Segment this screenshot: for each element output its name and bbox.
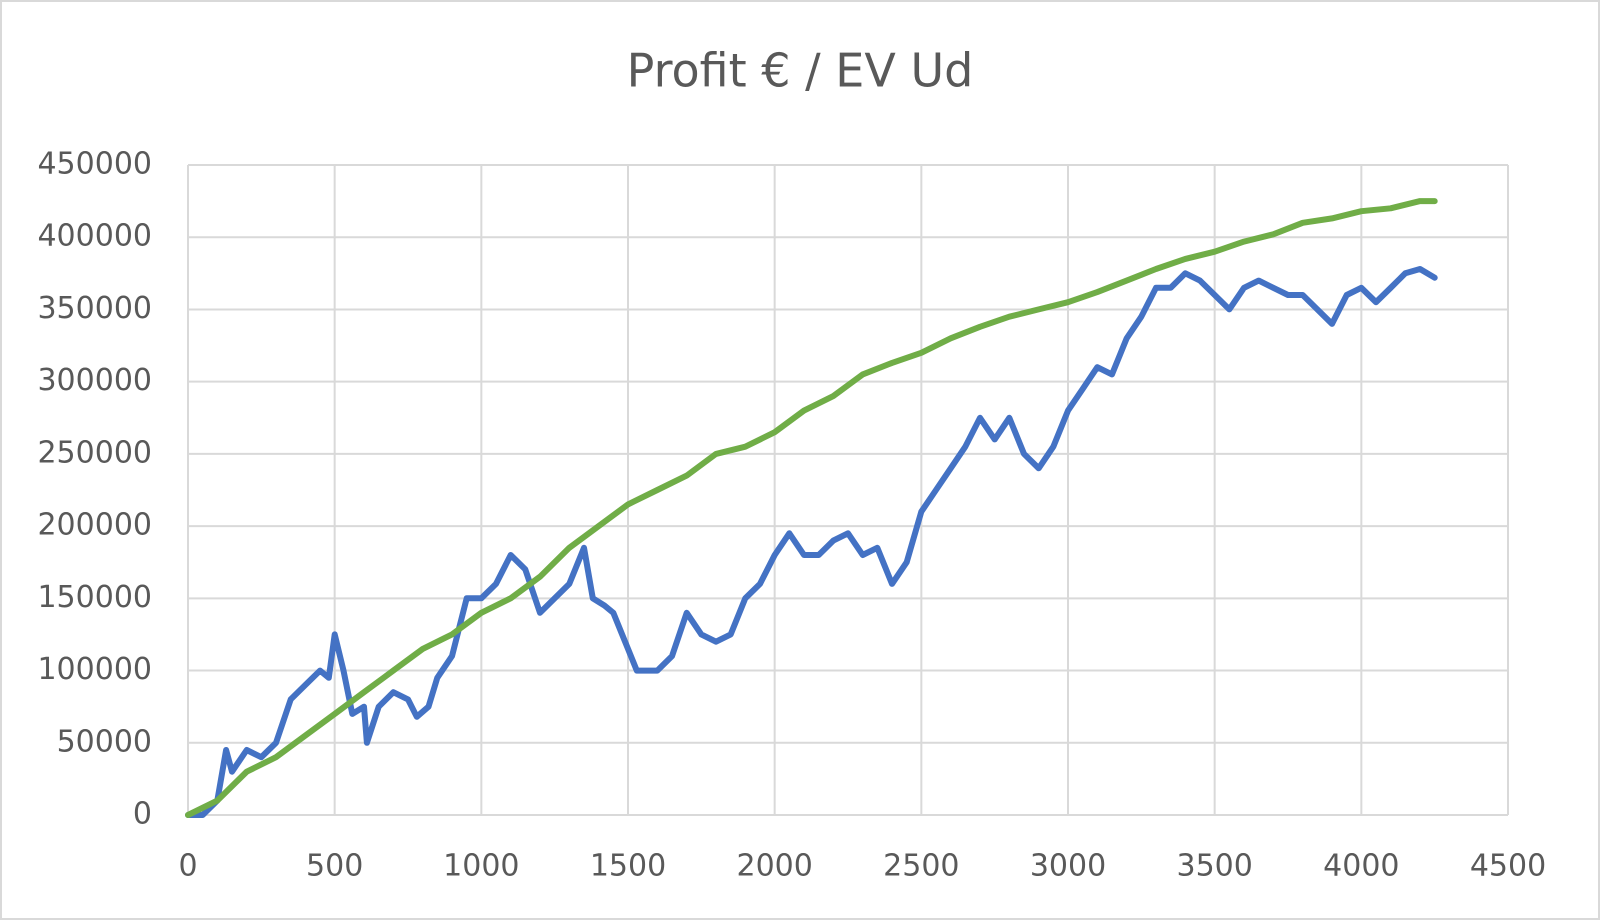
x-tick-label: 2000	[736, 849, 812, 884]
x-tick-label: 0	[178, 849, 197, 884]
y-tick-label: 150000	[37, 580, 152, 615]
y-tick-label: 400000	[37, 219, 152, 254]
series-line	[185, 266, 1438, 818]
y-tick-label: 0	[133, 797, 152, 832]
y-tick-label: 200000	[37, 508, 152, 543]
x-tick-label: 500	[306, 849, 363, 884]
y-tick-label: 350000	[37, 291, 152, 326]
x-tick-label: 2500	[883, 849, 959, 884]
chart-title: Profit € / EV Ud	[627, 44, 974, 98]
x-tick-label: 3500	[1176, 849, 1252, 884]
x-tick-label: 4500	[1470, 849, 1546, 884]
y-tick-label: 50000	[57, 724, 152, 759]
y-tick-label: 100000	[37, 652, 152, 687]
x-tick-label: 1500	[590, 849, 666, 884]
x-tick-label: 1000	[443, 849, 519, 884]
y-tick-label: 300000	[37, 363, 152, 398]
y-tick-label: 450000	[37, 147, 152, 182]
y-tick-label: 250000	[37, 435, 152, 470]
series-line	[185, 198, 1438, 818]
x-tick-label: 3000	[1030, 849, 1106, 884]
x-tick-label: 4000	[1323, 849, 1399, 884]
